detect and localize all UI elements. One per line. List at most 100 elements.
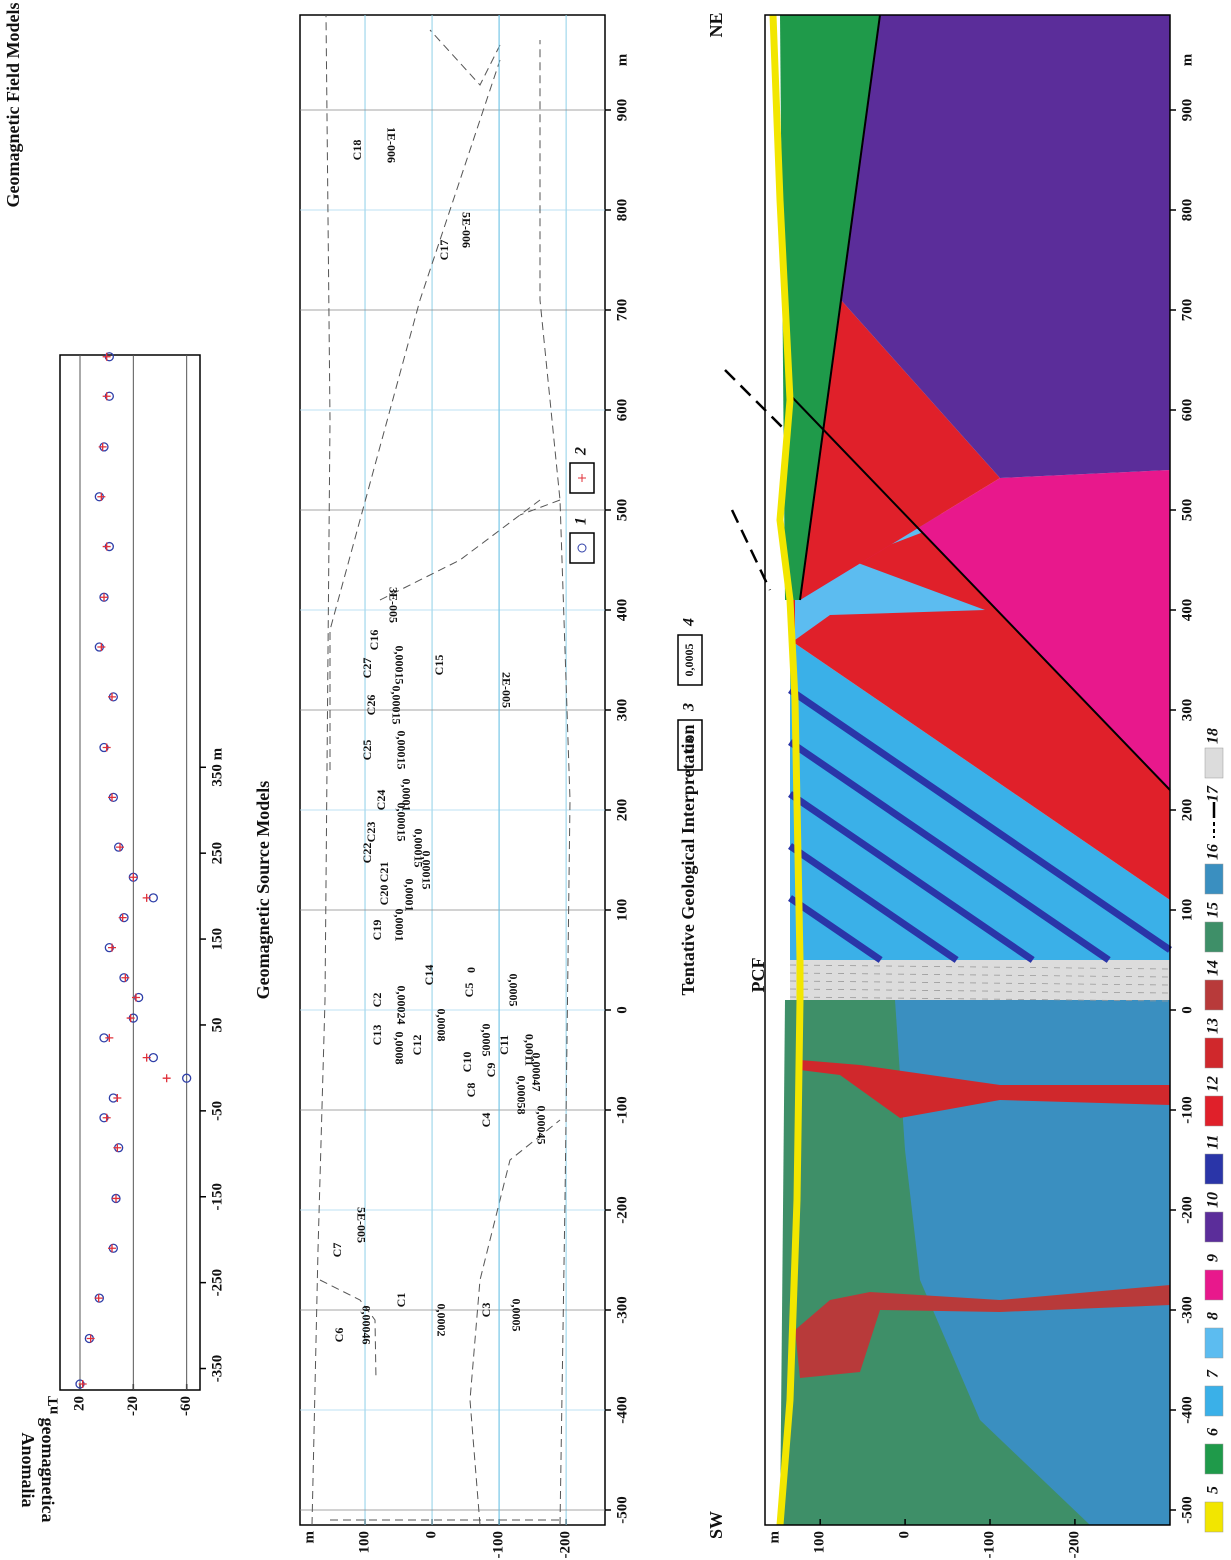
geologic-unit [841, 15, 1170, 478]
chart-title: Tentative Geological Interpretation [678, 725, 698, 996]
calculated-point [142, 1053, 151, 1062]
body-susceptibility: 0,0001 [402, 879, 416, 912]
calculated-point [108, 943, 116, 952]
y-tick-label: 0 [897, 1531, 913, 1539]
legend-box [569, 462, 595, 494]
x-tick-label: -300 [614, 1296, 630, 1324]
calculated-point [118, 913, 127, 922]
y-tick-label: 100 [812, 1531, 828, 1554]
body-name: C27 [360, 658, 374, 679]
body-susceptibility: 0,00024 [394, 986, 408, 1025]
x-tick-label: 800 [1179, 199, 1195, 222]
plot-frame [299, 14, 606, 1526]
body-susceptibility: 0,00015 [394, 803, 408, 842]
y-tick-label: -200 [558, 1531, 574, 1559]
body-name: C23 [364, 822, 378, 843]
x-tick-label: -350 [209, 1355, 225, 1383]
fault [789, 394, 1171, 791]
x-tick-label: 800 [614, 199, 630, 222]
x-tick-label: 400 [614, 599, 630, 622]
calculated-point [94, 1294, 103, 1303]
legend-number: 4 [681, 618, 698, 627]
body-name: C12 [410, 1035, 424, 1056]
x-tick-label: 100 [1179, 899, 1195, 922]
calculated-point [105, 1033, 114, 1042]
x-tick-label: 600 [1179, 399, 1195, 422]
calculated-point [97, 643, 106, 652]
x-tick-label: 600 [614, 399, 630, 422]
body-name: C7 [330, 1243, 344, 1258]
body-name: C8 [464, 1083, 478, 1098]
y-tick-label: 20 [71, 1396, 87, 1411]
legend-label: 2 [573, 447, 590, 456]
legend-swatch [1204, 1501, 1224, 1533]
legend-swatch [1204, 747, 1224, 779]
x-tick-label: 700 [1179, 299, 1195, 322]
body-name: C21 [377, 862, 391, 883]
fault-extension [730, 509, 772, 591]
dike-stripe [788, 895, 883, 963]
body-name: C16 [367, 630, 381, 651]
body-outline [311, 14, 331, 1526]
legend-number: 17 [1205, 785, 1222, 802]
body-outline [319, 1279, 377, 1381]
calculated-point [102, 392, 111, 401]
legend-label: 1 [573, 517, 590, 525]
legend-swatch [1204, 1095, 1224, 1127]
calculated-point [108, 793, 116, 802]
calculated-point [112, 1194, 120, 1203]
y-tick-label: 100 [356, 1531, 372, 1554]
body-name: C24 [374, 790, 388, 811]
dike-stripe [788, 791, 1035, 963]
body-name: C26 [364, 695, 378, 716]
legend-box [677, 634, 703, 686]
body-susceptibility: 0,00015 [392, 646, 406, 685]
observed-point [182, 1073, 192, 1083]
geologic-unit [790, 960, 1170, 1000]
body-name: C18 [350, 140, 364, 161]
body-name: C20 [377, 885, 391, 906]
calculated-point [108, 692, 116, 701]
x-tick-label: -400 [614, 1396, 630, 1424]
x-tick-label: 300 [1179, 699, 1195, 722]
y-unit: m [766, 1531, 782, 1544]
x-unit: m [614, 53, 630, 66]
body-name: C6 [332, 1328, 346, 1343]
chart-title: Geomagnetic Field Models [3, 3, 23, 208]
calculated-point [98, 442, 107, 451]
legend-number: 16 [1205, 844, 1222, 860]
calculated-point [78, 1379, 87, 1388]
body-name: C11 [497, 1035, 511, 1055]
legend-swatch [1204, 1443, 1224, 1475]
legend-number: 15 [1205, 902, 1222, 918]
profile-end: SW [706, 1511, 726, 1539]
legend-number: 11 [1205, 1134, 1222, 1149]
body-susceptibility: 0,00015 [394, 731, 408, 770]
calculated-point [108, 1244, 116, 1253]
calculated-point [102, 352, 111, 361]
hatch [789, 980, 1171, 986]
geologic-unit [795, 1285, 1170, 1378]
x-tick-label: -300 [1179, 1296, 1195, 1324]
legend-label: 0,0005 [682, 644, 696, 677]
x-tick-label: 900 [614, 99, 630, 122]
x-tick-label: -200 [1179, 1196, 1195, 1224]
body-name: C15 [432, 655, 446, 676]
geologic-unit [800, 300, 1000, 600]
legend-label: C3 [682, 738, 696, 753]
calculated-point [129, 873, 138, 882]
body-susceptibility: 0,0005 [479, 1024, 493, 1057]
x-tick-label: -500 [1179, 1496, 1195, 1524]
dike-stripe [788, 739, 1111, 963]
body-outline [469, 1119, 561, 1526]
x-tick-label: -50 [209, 1101, 225, 1121]
legend-swatch [1204, 979, 1224, 1011]
body-name: C1 [394, 1293, 408, 1308]
x-tick-label: 900 [1179, 99, 1195, 122]
body-outline [379, 499, 541, 601]
chart-title: Geomagnetic Source Models [253, 781, 273, 1000]
y-tick-label: -200 [1066, 1531, 1082, 1559]
y-tick-label: -60 [178, 1396, 194, 1416]
legend-number: 18 [1205, 728, 1222, 744]
x-tick-label: 500 [1179, 499, 1195, 522]
